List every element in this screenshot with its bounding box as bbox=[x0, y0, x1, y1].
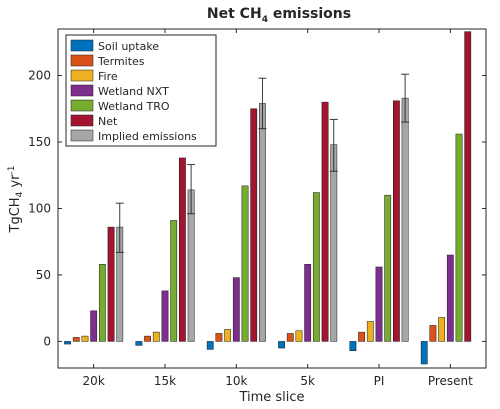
bar-wetland-tro-present bbox=[455, 133, 463, 342]
bar-soil-uptake-20k bbox=[64, 341, 71, 345]
legend-swatch bbox=[70, 39, 94, 52]
y-tick-label: 200 bbox=[28, 69, 51, 83]
y-axis-label-superscript: -1 bbox=[7, 166, 17, 175]
bar-soil-uptake-5k bbox=[278, 341, 285, 349]
bar-wetland-tro-15k bbox=[170, 220, 178, 342]
legend-swatch bbox=[70, 129, 94, 142]
bar-termites-20k bbox=[72, 337, 80, 342]
y-tick-label: 50 bbox=[36, 268, 51, 282]
legend-label: Implied emissions bbox=[98, 130, 197, 143]
y-axis-label-unit: yr bbox=[8, 174, 23, 192]
bar-fire-present bbox=[438, 317, 446, 342]
bar-net-20k bbox=[107, 226, 115, 342]
y-tick-label: 0 bbox=[43, 334, 51, 348]
y-axis-ticks: 0 50 100 150 200 bbox=[28, 69, 486, 348]
legend-label: Wetland TRO bbox=[98, 100, 170, 113]
bar-wetland-nxt-5k bbox=[304, 264, 312, 342]
x-tick-label: 20k bbox=[83, 374, 105, 388]
legend-label: Termites bbox=[97, 55, 145, 68]
legend-label: Fire bbox=[98, 70, 118, 83]
bar-termites-present bbox=[429, 325, 437, 342]
bar-soil-uptake-15k bbox=[135, 341, 143, 346]
plot-frame bbox=[57, 28, 487, 369]
bar-wetland-tro-pi bbox=[384, 194, 392, 342]
x-tick-label: PI bbox=[374, 374, 385, 388]
bar-wetland-tro-10k bbox=[241, 185, 249, 342]
bar-termites-10k bbox=[215, 333, 223, 342]
legend: Soil uptake Termites Fire Wetland NXT Wetlan… bbox=[65, 34, 217, 147]
error-bar-10k bbox=[258, 77, 267, 130]
bar-wetland-nxt-pi bbox=[375, 266, 383, 342]
bar-wetland-nxt-present bbox=[446, 254, 454, 342]
bar-net-present bbox=[464, 31, 472, 342]
bar-soil-uptake-10k bbox=[206, 341, 214, 350]
bar-wetland-nxt-10k bbox=[232, 277, 240, 342]
y-axis-label-subscript: 4 bbox=[15, 191, 25, 197]
y-axis-label-main: TgCH bbox=[8, 197, 23, 233]
bar-implied-emissions-10k bbox=[259, 103, 266, 342]
chart-title: Net CH4 emissions bbox=[207, 6, 351, 25]
bar-wetland-tro-5k bbox=[312, 192, 320, 342]
bar-soil-uptake-pi bbox=[349, 341, 357, 351]
bar-implied-emissions-5k bbox=[330, 144, 338, 342]
errorbars-layer bbox=[115, 73, 410, 253]
bar-net-10k bbox=[250, 108, 258, 342]
legend-swatch bbox=[70, 99, 94, 112]
bar-fire-15k bbox=[152, 331, 160, 342]
bar-fire-5k bbox=[295, 330, 303, 342]
error-bar-15k bbox=[187, 164, 196, 215]
legend-swatch bbox=[70, 69, 94, 82]
bar-soil-uptake-present bbox=[420, 341, 428, 365]
error-bar-5k bbox=[329, 118, 338, 172]
bar-termites-pi bbox=[358, 331, 366, 342]
chart-title-subscript: 4 bbox=[262, 15, 268, 25]
bar-wetland-nxt-20k bbox=[90, 310, 98, 342]
bar-termites-5k bbox=[286, 333, 294, 342]
bar-fire-pi bbox=[366, 321, 374, 342]
error-bar-pi bbox=[401, 73, 410, 123]
bar-wetland-nxt-15k bbox=[161, 290, 169, 342]
legend-label: Wetland NXT bbox=[98, 85, 169, 98]
chart-title-rest: emissions bbox=[268, 6, 351, 22]
x-tick-label: 10k bbox=[225, 374, 247, 388]
chart-title-main: Net CH bbox=[207, 6, 262, 22]
bar-fire-20k bbox=[81, 335, 89, 342]
bar-net-5k bbox=[321, 101, 329, 342]
x-tick-label: Present bbox=[428, 374, 473, 388]
y-tick-label: 100 bbox=[28, 201, 51, 215]
y-tick-label: 150 bbox=[28, 135, 51, 149]
x-axis-ticks: 20k 15k 10k 5k PI Present bbox=[83, 29, 473, 388]
bar-implied-emissions-pi bbox=[401, 97, 409, 342]
legend-swatch bbox=[70, 54, 94, 67]
legend-swatch bbox=[70, 114, 94, 127]
legend-swatch bbox=[70, 84, 94, 97]
bar-fire-10k bbox=[224, 329, 232, 342]
bar-wetland-tro-20k bbox=[98, 264, 106, 342]
error-bar-20k bbox=[115, 202, 124, 253]
bars-layer bbox=[64, 31, 472, 365]
y-axis-label: TgCH4 yr-1 bbox=[7, 166, 25, 234]
x-tick-label: 5k bbox=[300, 374, 315, 388]
legend-label: Net bbox=[98, 115, 118, 128]
legend-label: Soil uptake bbox=[98, 40, 159, 53]
bar-net-15k bbox=[179, 157, 186, 342]
x-axis-label: Time slice bbox=[238, 390, 304, 405]
bar-termites-15k bbox=[144, 335, 151, 342]
bar-net-pi bbox=[393, 100, 400, 342]
x-tick-label: 15k bbox=[154, 374, 176, 388]
